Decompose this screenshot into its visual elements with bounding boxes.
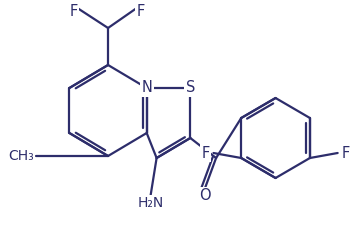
- Text: F: F: [69, 3, 77, 19]
- Text: F: F: [201, 145, 210, 161]
- Text: N: N: [141, 81, 152, 95]
- Text: F: F: [136, 3, 145, 19]
- Text: CH₃: CH₃: [8, 149, 34, 163]
- Text: H₂N: H₂N: [138, 196, 164, 210]
- Text: S: S: [186, 81, 195, 95]
- Text: O: O: [199, 188, 211, 204]
- Text: F: F: [342, 145, 350, 161]
